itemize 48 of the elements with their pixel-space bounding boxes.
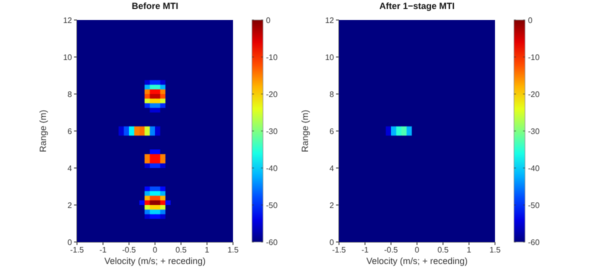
color-bar-label: -50 [266,200,278,210]
chart-title: Before MTI [130,1,180,11]
y-tick-label: 6 [68,126,73,136]
x-axis-title: Velocity (m/s; + receding) [366,256,468,266]
color-bar-label: -10 [266,52,278,62]
y-tick-label: 6 [330,126,335,136]
y-tick-label: 4 [68,164,73,173]
color-bar-label: -60 [266,238,278,247]
x-tick-label: -1 [361,246,370,255]
x-tick-label: 1 [204,246,210,255]
color-bar-label: -30 [528,126,540,136]
color-bar-label: 0 [266,16,271,25]
x-tick-label: -1.5 [70,246,84,255]
y-tick-label: 0 [68,238,73,247]
x-tick-label: 0.5 [175,246,188,255]
y-tick-label: 8 [68,90,73,99]
x-tick-label: 0 [414,246,420,255]
x-tick-label: 1.5 [489,246,502,255]
y-tick-label: 10 [325,52,335,62]
y-tick-label: 2 [330,200,335,210]
color-bar-label: -60 [528,238,540,247]
x-tick-label: -1.5 [332,246,346,255]
color-bar-label: -30 [266,126,278,136]
x-tick-label: 0 [152,246,158,255]
color-bar-label: -10 [528,52,540,62]
color-bar-label: -40 [528,164,540,173]
x-tick-label: -0.5 [122,246,136,255]
y-tick-label: 4 [330,164,335,173]
y-tick-label: 12 [63,16,73,25]
color-bar-label: 0 [528,16,533,25]
x-tick-label: 0.5 [437,246,450,255]
y-tick-label: 0 [330,238,335,247]
y-tick-label: 2 [68,200,73,210]
y-tick-label: 8 [330,90,335,99]
x-tick-label: -1 [99,246,108,255]
y-tick-label: 10 [63,52,73,62]
x-tick-label: 1 [466,246,472,255]
x-axis-title: Velocity (m/s; + receding) [104,256,206,266]
x-tick-label: -0.5 [384,246,398,255]
y-axis-title: Range (m) [38,110,48,152]
chart-title: After 1−stage MTI [378,1,456,11]
x-tick-label: 1.5 [227,246,240,255]
color-bar-label: -50 [528,200,540,210]
color-bar-label: -40 [266,164,278,173]
color-bar-label: -20 [266,90,278,99]
y-tick-label: 12 [325,16,335,25]
y-axis-title: Range (m) [300,110,310,152]
color-bar-label: -20 [528,90,540,99]
